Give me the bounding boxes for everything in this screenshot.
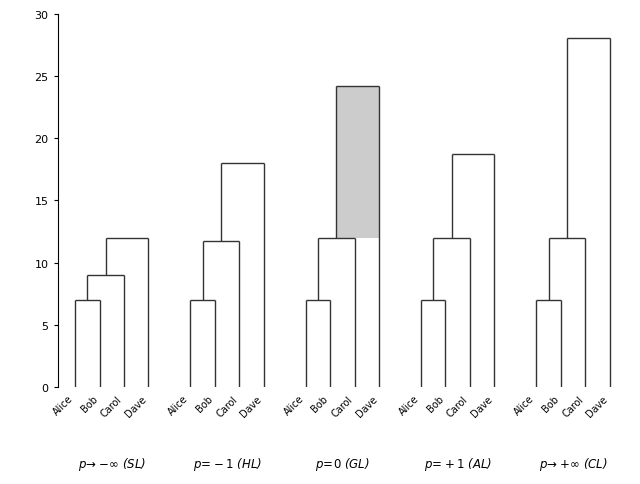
- Text: $p\!\to\!-\!\infty$ (SL): $p\!\to\!-\!\infty$ (SL): [77, 455, 146, 472]
- Text: $p\!=\!0$ (GL): $p\!=\!0$ (GL): [315, 455, 370, 472]
- Text: Carol: Carol: [445, 393, 470, 418]
- Text: Bob: Bob: [79, 393, 100, 414]
- Text: Alice: Alice: [166, 393, 190, 417]
- Text: Carol: Carol: [214, 393, 239, 418]
- Text: Alice: Alice: [397, 393, 421, 417]
- Text: Dave: Dave: [469, 393, 495, 418]
- Text: Carol: Carol: [99, 393, 124, 418]
- Text: Bob: Bob: [195, 393, 215, 414]
- Text: Alice: Alice: [282, 393, 306, 417]
- Text: Alice: Alice: [51, 393, 75, 417]
- Text: Carol: Carol: [330, 393, 355, 418]
- Text: Bob: Bob: [310, 393, 330, 414]
- Text: Carol: Carol: [561, 393, 585, 418]
- Text: Dave: Dave: [239, 393, 264, 418]
- Text: $p\!=\!-1$ (HL): $p\!=\!-1$ (HL): [193, 455, 262, 472]
- Text: Bob: Bob: [425, 393, 445, 414]
- Text: Dave: Dave: [354, 393, 379, 418]
- Text: Alice: Alice: [513, 393, 536, 417]
- Text: Dave: Dave: [585, 393, 610, 418]
- Text: Dave: Dave: [124, 393, 148, 418]
- Text: Bob: Bob: [540, 393, 561, 414]
- Text: $p\!=\!+1$ (AL): $p\!=\!+1$ (AL): [424, 455, 492, 472]
- Text: $p\!\to\!+\!\infty$ (CL): $p\!\to\!+\!\infty$ (CL): [539, 455, 607, 472]
